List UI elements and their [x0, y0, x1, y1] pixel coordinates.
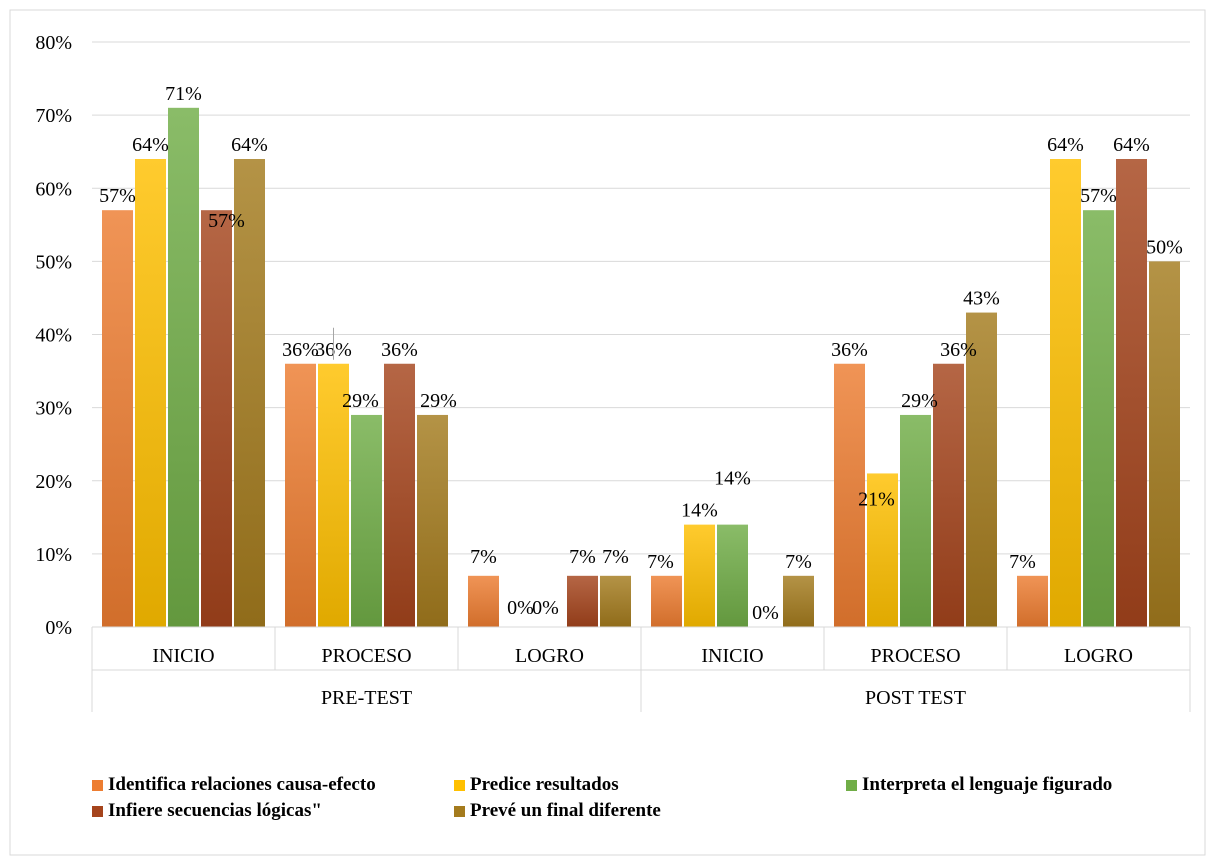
data-label: 43%: [963, 288, 1000, 310]
x-category-label: LOGRO: [1064, 645, 1133, 667]
y-tick-label: 80%: [35, 32, 72, 54]
legend-swatch-predice: [454, 779, 465, 791]
bar: [900, 414, 931, 627]
data-label: 21%: [858, 488, 895, 510]
data-label: 50%: [1146, 236, 1183, 258]
x-group-label: PRE-TEST: [321, 687, 412, 709]
y-tick-label: 40%: [35, 325, 72, 347]
data-label: 7%: [470, 546, 497, 568]
bar: [783, 575, 814, 627]
bar: [600, 575, 631, 627]
bar: [384, 363, 415, 627]
y-tick-label: 30%: [35, 398, 72, 420]
bars: [102, 107, 1180, 627]
legend-label: Predice resultados: [470, 774, 619, 795]
bar: [717, 524, 748, 627]
bar: [834, 363, 865, 627]
data-label: 7%: [569, 546, 596, 568]
x-category-label: INICIO: [701, 645, 763, 667]
bar: [468, 575, 499, 627]
data-label: 7%: [1009, 551, 1036, 573]
data-label: 7%: [647, 551, 674, 573]
data-label: 57%: [208, 210, 245, 232]
legend: Identifica relaciones causa-efecto Predi…: [92, 772, 1192, 824]
data-label: 0%: [532, 597, 559, 619]
y-axis-ticks: 0% 10% 20% 30% 40% 50% 60% 70% 80%: [35, 32, 72, 639]
bar: [867, 473, 898, 627]
data-label: 57%: [99, 185, 136, 207]
data-label: 64%: [132, 134, 169, 156]
bar: [1116, 159, 1147, 627]
data-label: 7%: [785, 551, 812, 573]
bar: [417, 414, 448, 627]
data-label: 57%: [1080, 185, 1117, 207]
bar: [285, 363, 316, 627]
x-category-label: LOGRO: [515, 645, 584, 667]
data-label: 29%: [420, 390, 457, 412]
legend-item-causa-efecto: Identifica relaciones causa-efecto: [92, 774, 454, 796]
y-tick-label: 60%: [35, 178, 72, 200]
data-label: 64%: [231, 134, 268, 156]
legend-item-predice: Predice resultados: [454, 774, 846, 796]
data-label: 14%: [681, 500, 718, 522]
bar: [684, 524, 715, 627]
y-tick-label: 0%: [45, 617, 72, 639]
x-category-label: PROCESO: [321, 645, 411, 667]
legend-item-interpreta: Interpreta el lenguaje figurado: [846, 774, 1112, 796]
bar: [168, 107, 199, 627]
legend-label: Prevé un final diferente: [470, 800, 661, 821]
data-label: 71%: [165, 83, 202, 105]
x-category-label: INICIO: [152, 645, 214, 667]
bar: [933, 363, 964, 627]
y-tick-label: 20%: [35, 471, 72, 493]
legend-item-infiere: Infiere secuencias lógicas": [92, 800, 454, 822]
x-group-label: POST TEST: [865, 687, 966, 709]
bar: [102, 210, 133, 627]
y-tick-label: 50%: [35, 251, 72, 273]
x-category-label: PROCESO: [870, 645, 960, 667]
bar: [135, 159, 166, 627]
x-axis: INICIO PROCESO LOGRO INICIO PROCESO LOGRO PRE-…: [91, 626, 1191, 712]
bar: [1149, 261, 1180, 627]
legend-row-1: Identifica relaciones causa-efecto Predi…: [92, 772, 1192, 798]
legend-label: Identifica relaciones causa-efecto: [108, 774, 376, 795]
data-label: 29%: [901, 390, 938, 412]
bar: [234, 159, 265, 627]
legend-swatch-causa-efecto: [92, 779, 103, 791]
data-label: 7%: [602, 546, 629, 568]
data-label: 36%: [831, 339, 868, 361]
bar: [351, 414, 382, 627]
data-label: 36%: [381, 339, 418, 361]
data-label: 0%: [752, 602, 779, 624]
data-label: 14%: [714, 468, 751, 490]
y-tick-label: 10%: [35, 544, 72, 566]
legend-swatch-interpreta: [846, 779, 857, 791]
bar: [966, 312, 997, 627]
data-labels: 57%64%71%57%64%36%36%29%36%29%7%0%0%7% 7%…: [99, 83, 1183, 624]
data-label: 64%: [1047, 134, 1084, 156]
legend-swatch-preve: [454, 805, 465, 817]
legend-swatch-infiere: [92, 805, 103, 817]
bar: [651, 575, 682, 627]
bar: [318, 363, 349, 627]
bar: [1017, 575, 1048, 627]
data-label: 64%: [1113, 134, 1150, 156]
bar: [201, 210, 232, 627]
legend-label: Infiere secuencias lógicas": [108, 800, 322, 821]
bar: [1050, 159, 1081, 627]
data-label: 36%: [940, 339, 977, 361]
data-label: 0%: [507, 597, 534, 619]
legend-item-preve: Prevé un final diferente: [454, 800, 661, 822]
bar: [567, 575, 598, 627]
bar: [1083, 210, 1114, 627]
data-label: 29%: [342, 390, 379, 412]
data-label: 36%: [282, 339, 319, 361]
legend-label: Interpreta el lenguaje figurado: [862, 774, 1113, 795]
legend-row-2: Infiere secuencias lógicas" Prevé un fin…: [92, 798, 1192, 824]
y-tick-label: 70%: [35, 105, 72, 127]
